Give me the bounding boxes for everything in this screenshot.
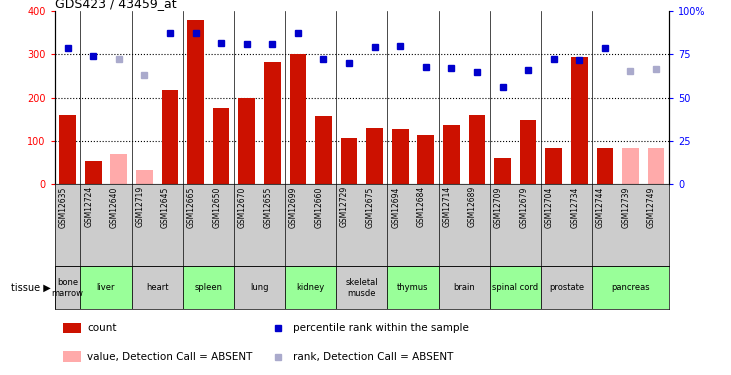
Text: GSM12719: GSM12719 bbox=[135, 186, 145, 228]
Bar bbox=[59, 115, 76, 184]
Text: GSM12655: GSM12655 bbox=[263, 186, 272, 228]
Text: GSM12635: GSM12635 bbox=[58, 186, 67, 228]
Text: GSM12709: GSM12709 bbox=[493, 186, 502, 228]
Bar bbox=[571, 57, 588, 184]
Text: brain: brain bbox=[453, 284, 475, 292]
Bar bbox=[85, 161, 102, 184]
Text: value, Detection Call = ABSENT: value, Detection Call = ABSENT bbox=[87, 352, 252, 362]
Bar bbox=[183, 266, 234, 309]
Text: bone
marrow: bone marrow bbox=[52, 278, 83, 297]
Text: GSM12684: GSM12684 bbox=[417, 186, 425, 228]
Text: GDS423 / 43459_at: GDS423 / 43459_at bbox=[55, 0, 176, 10]
Text: GSM12739: GSM12739 bbox=[621, 186, 630, 228]
Bar bbox=[592, 266, 669, 309]
Text: rank, Detection Call = ABSENT: rank, Detection Call = ABSENT bbox=[293, 352, 454, 362]
Text: percentile rank within the sample: percentile rank within the sample bbox=[293, 323, 469, 333]
Text: GSM12714: GSM12714 bbox=[442, 186, 451, 228]
Text: GSM12729: GSM12729 bbox=[340, 186, 349, 228]
Bar bbox=[289, 54, 306, 184]
Bar bbox=[490, 266, 541, 309]
Bar bbox=[541, 266, 592, 309]
Text: prostate: prostate bbox=[549, 284, 584, 292]
Bar bbox=[469, 115, 485, 184]
Text: GSM12640: GSM12640 bbox=[110, 186, 118, 228]
Text: GSM12744: GSM12744 bbox=[596, 186, 605, 228]
Text: GSM12749: GSM12749 bbox=[647, 186, 656, 228]
Bar bbox=[80, 266, 132, 309]
Text: skeletal
musde: skeletal musde bbox=[346, 278, 378, 297]
Bar bbox=[238, 98, 255, 184]
Text: GSM12694: GSM12694 bbox=[391, 186, 401, 228]
Text: liver: liver bbox=[96, 284, 115, 292]
Text: GSM12645: GSM12645 bbox=[161, 186, 170, 228]
Text: spleen: spleen bbox=[194, 284, 222, 292]
Text: GSM12650: GSM12650 bbox=[212, 186, 221, 228]
Bar bbox=[366, 128, 383, 184]
Bar bbox=[596, 148, 613, 184]
Text: GSM12660: GSM12660 bbox=[314, 186, 323, 228]
Bar bbox=[439, 266, 490, 309]
Bar bbox=[213, 108, 230, 184]
Text: GSM12699: GSM12699 bbox=[289, 186, 298, 228]
Bar bbox=[417, 135, 434, 184]
Text: GSM12724: GSM12724 bbox=[84, 186, 93, 228]
Bar bbox=[64, 351, 80, 362]
Text: thymus: thymus bbox=[397, 284, 429, 292]
Text: GSM12679: GSM12679 bbox=[519, 186, 528, 228]
Text: tissue ▶: tissue ▶ bbox=[12, 283, 51, 293]
Bar bbox=[387, 266, 439, 309]
Text: GSM12665: GSM12665 bbox=[186, 186, 195, 228]
Bar bbox=[494, 158, 511, 184]
Bar bbox=[520, 120, 537, 184]
Bar bbox=[341, 138, 357, 184]
Text: GSM12670: GSM12670 bbox=[238, 186, 246, 228]
Text: spinal cord: spinal cord bbox=[492, 284, 539, 292]
Bar bbox=[648, 148, 664, 184]
Text: lung: lung bbox=[250, 284, 269, 292]
Bar bbox=[55, 266, 80, 309]
Bar bbox=[264, 62, 281, 184]
Text: pancreas: pancreas bbox=[611, 284, 650, 292]
Text: kidney: kidney bbox=[297, 284, 325, 292]
Text: count: count bbox=[87, 323, 116, 333]
Bar bbox=[64, 322, 80, 333]
Bar bbox=[336, 266, 387, 309]
Text: GSM12734: GSM12734 bbox=[570, 186, 579, 228]
Bar bbox=[132, 266, 183, 309]
Text: heart: heart bbox=[146, 284, 168, 292]
Bar bbox=[187, 20, 204, 184]
Bar bbox=[162, 90, 178, 184]
Text: GSM12704: GSM12704 bbox=[545, 186, 554, 228]
Bar bbox=[622, 148, 639, 184]
Bar bbox=[285, 266, 336, 309]
Bar bbox=[545, 148, 562, 184]
Bar bbox=[136, 170, 153, 184]
Text: GSM12675: GSM12675 bbox=[366, 186, 374, 228]
Bar bbox=[234, 266, 285, 309]
Text: GSM12689: GSM12689 bbox=[468, 186, 477, 228]
Bar bbox=[392, 129, 409, 184]
Bar bbox=[315, 116, 332, 184]
Bar bbox=[110, 154, 127, 184]
Bar bbox=[443, 124, 460, 184]
